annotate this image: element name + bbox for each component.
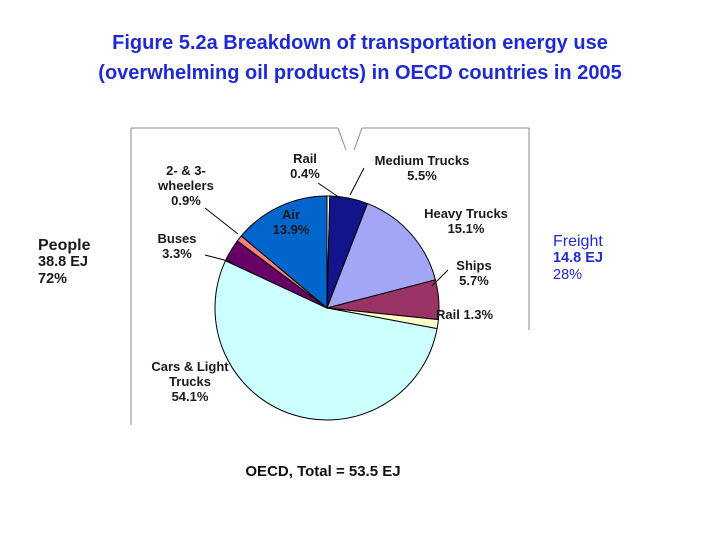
slice-label-line: 0.9% (171, 193, 201, 208)
slice-label-line: 2- & 3- (166, 163, 206, 178)
slice-labels: Rail 0.4% Medium Trucks 5.5% Heavy Trucks 15.… (151, 151, 508, 404)
slice-label-rail-freight: Rail 1.3% (436, 307, 494, 322)
slice-label-rail-passenger: Rail 0.4% (290, 151, 320, 181)
slice-label-line: Medium Trucks (375, 153, 470, 168)
freight-label-share: 28% (553, 267, 583, 283)
slice-label-line: Ships (456, 258, 491, 273)
leader-line-rail-passenger (317, 182, 341, 199)
chart-title: Figure 5.2a Breakdown of transportation … (0, 28, 720, 88)
freight-label-amount: 14.8 EJ (553, 250, 603, 266)
slice-label-line: 54.1% (172, 389, 209, 404)
total-label: OECD, Total = 53.5 EJ (245, 463, 400, 480)
leader-line-two-three-wheelers (204, 207, 239, 235)
slice-label-line: Heavy Trucks (424, 206, 508, 221)
slice-label-air: Air 13.9% (273, 207, 310, 237)
chart-title-line-2: (overwhelming oil products) in OECD coun… (98, 62, 622, 84)
slice-label-line: 0.4% (290, 166, 320, 181)
plot-frame-notch-right (353, 127, 363, 151)
freight-group-label: Freight 14.8 EJ 28% (553, 233, 603, 284)
freight-label-name: Freight (553, 233, 603, 250)
leader-line-medium-trucks (349, 167, 365, 196)
slice-label-buses: Buses 3.3% (157, 231, 196, 261)
slice-label-heavy-trucks: Heavy Trucks 15.1% (424, 206, 508, 236)
pie-slice-heavy-trucks (326, 202, 437, 309)
slice-label-line: 3.3% (162, 246, 192, 261)
slice-label-line: Rail 1.3% (436, 307, 494, 322)
slice-label-line: Trucks (169, 374, 211, 389)
slice-label-line: wheelers (157, 178, 214, 193)
slice-label-ships: Ships 5.7% (456, 258, 491, 288)
pie-slice-air (240, 195, 328, 310)
slice-label-line: Air (282, 207, 300, 222)
plot-frame-notch-left (337, 127, 347, 151)
slice-label-two-three-wheelers: 2- & 3-wheelers 0.9% (157, 163, 214, 208)
chart-title-line-1: Figure 5.2a Breakdown of transportation … (112, 32, 608, 54)
people-group-label: People 38.8 EJ 72% (38, 237, 90, 288)
slice-label-line: 5.5% (407, 168, 437, 183)
slice-label-line: 15.1% (448, 221, 485, 236)
pie-slices (214, 195, 440, 421)
pie-slice-cars-light-trucks (214, 260, 438, 421)
people-label-amount: 38.8 EJ (38, 254, 88, 270)
people-label-name: People (38, 237, 91, 254)
slice-label-cars-light-trucks: Cars & Light Trucks 54.1% (151, 359, 229, 404)
people-label-share: 72% (38, 271, 68, 287)
slice-label-medium-trucks: Medium Trucks 5.5% (375, 153, 470, 183)
slice-label-line: 13.9% (273, 222, 310, 237)
slice-label-line: 5.7% (459, 273, 489, 288)
leader-line-buses (204, 254, 233, 263)
slice-label-line: Rail (293, 151, 317, 166)
slice-label-line: Cars & Light (151, 359, 229, 374)
slice-label-line: Buses (157, 231, 196, 246)
label-leader-lines (204, 167, 449, 287)
leader-line-ships (431, 269, 449, 287)
plot-frame (130, 127, 530, 425)
